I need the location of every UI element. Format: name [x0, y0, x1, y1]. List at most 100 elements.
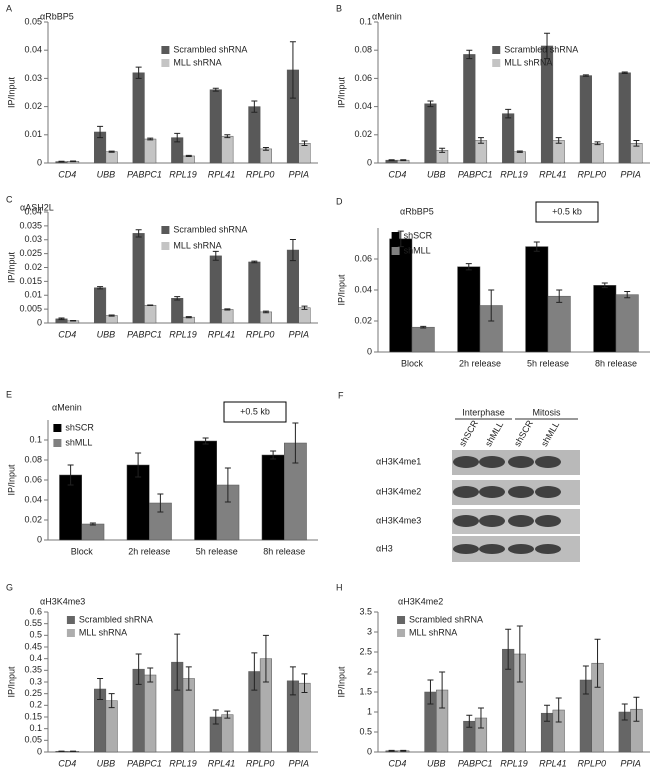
error-bar [135, 229, 142, 238]
blot-band [453, 544, 479, 554]
x-tick-label: 5h release [196, 546, 238, 556]
legend-swatch [391, 247, 400, 255]
y-axis-label: IP/Input [336, 274, 346, 306]
error-bar [420, 325, 427, 329]
error-bar [89, 522, 96, 526]
panel-letter: G [6, 582, 13, 592]
y-tick-label: 0 [37, 157, 42, 167]
y-tick-label: 0 [367, 346, 372, 356]
error-bar [555, 697, 562, 723]
x-tick-label: PPIA [620, 169, 641, 179]
error-bar [108, 150, 115, 153]
blot-band [535, 515, 561, 527]
legend-label: MLL shRNA [409, 627, 457, 637]
annotation-box [223, 401, 287, 423]
panel-letter: C [6, 194, 13, 204]
y-tick-label: 0 [37, 317, 42, 327]
y-tick-label: 1.5 [359, 686, 372, 696]
y-tick-label: 0.02 [24, 514, 42, 524]
error-bar [58, 160, 65, 163]
x-tick-label: UBB [97, 169, 116, 179]
lane-label: shMLL [539, 420, 561, 448]
y-axis-label: IP/Input [6, 464, 16, 496]
y-tick-label: 0 [37, 534, 42, 544]
error-bar [388, 159, 395, 162]
x-tick-label: 8h release [263, 546, 305, 556]
legend-label: MLL shRNA [504, 57, 552, 67]
y-tick-label: 0.06 [24, 474, 42, 484]
error-bar [544, 32, 551, 60]
x-tick-label: Block [71, 546, 94, 556]
bar [618, 72, 631, 164]
x-tick-label: RPL41 [539, 169, 567, 179]
blot-band [453, 486, 479, 498]
error-bar [147, 667, 154, 683]
legend-label: Scrambled shRNA [79, 614, 153, 624]
bar [259, 311, 272, 324]
x-tick-label: RPL41 [208, 169, 236, 179]
legend-swatch [66, 616, 75, 624]
error-bar [301, 140, 308, 147]
legend-label: Scrambled shRNA [173, 44, 247, 54]
blot-band [453, 456, 479, 468]
error-bar [439, 147, 446, 153]
blot-band [508, 544, 534, 554]
error-bar [488, 289, 495, 322]
y-tick-label: 3.5 [359, 606, 372, 616]
error-bar [533, 241, 540, 252]
error-bar [147, 137, 154, 141]
legend-label: Scrambled shRNA [504, 44, 578, 54]
y-tick-label: 0.02 [24, 262, 42, 272]
error-bar [400, 749, 407, 752]
blot-band [479, 515, 505, 527]
legend-swatch [161, 242, 170, 250]
blot-band [479, 456, 505, 468]
bar [615, 294, 639, 353]
error-bar [270, 450, 277, 460]
row-label: αH3 [376, 543, 393, 553]
x-tick-label: CD4 [388, 758, 406, 768]
x-tick-label: PABPC1 [458, 169, 493, 179]
y-tick-label: 0.25 [24, 688, 42, 698]
y-axis-label: IP/Input [336, 76, 346, 108]
x-tick-label: CD4 [58, 169, 76, 179]
x-tick-label: RPL19 [169, 329, 197, 339]
legend-label: Scrambled shRNA [173, 224, 247, 234]
x-tick-label: PPIA [288, 758, 309, 768]
bar [221, 135, 234, 164]
y-tick-label: 0.55 [24, 618, 42, 628]
lane-label: shMLL [483, 420, 505, 448]
panel-letter: D [336, 196, 343, 206]
blot-band [535, 456, 561, 468]
y-tick-label: 0.3 [29, 676, 42, 686]
x-tick-label: PPIA [620, 758, 641, 768]
error-bar [505, 628, 512, 670]
error-bar [582, 665, 589, 695]
error-bar [67, 464, 74, 486]
bar [513, 151, 526, 164]
y-tick-label: 0.5 [29, 630, 42, 640]
annotation-box [535, 201, 599, 223]
bar [171, 298, 184, 324]
bar [525, 246, 549, 353]
x-tick-label: RPL41 [208, 758, 236, 768]
y-tick-label: 3 [367, 626, 372, 636]
error-bar [97, 678, 104, 700]
error-bar [70, 320, 77, 322]
y-tick-label: 0.02 [24, 101, 42, 111]
bar [298, 682, 311, 753]
bar [261, 454, 285, 541]
bar [209, 255, 222, 324]
legend-swatch [492, 59, 501, 67]
error-bar [544, 704, 551, 722]
error-bar [157, 493, 164, 513]
x-tick-label: PPIA [288, 329, 309, 339]
x-tick-label: UBB [427, 169, 446, 179]
bar [81, 523, 105, 541]
legend-label: MLL shRNA [173, 57, 221, 67]
y-tick-label: 0 [367, 157, 372, 167]
x-tick-label: RPL41 [208, 329, 236, 339]
y-tick-label: 0.03 [24, 234, 42, 244]
x-tick-label: RPLP0 [577, 758, 606, 768]
y-tick-label: 0 [367, 746, 372, 756]
